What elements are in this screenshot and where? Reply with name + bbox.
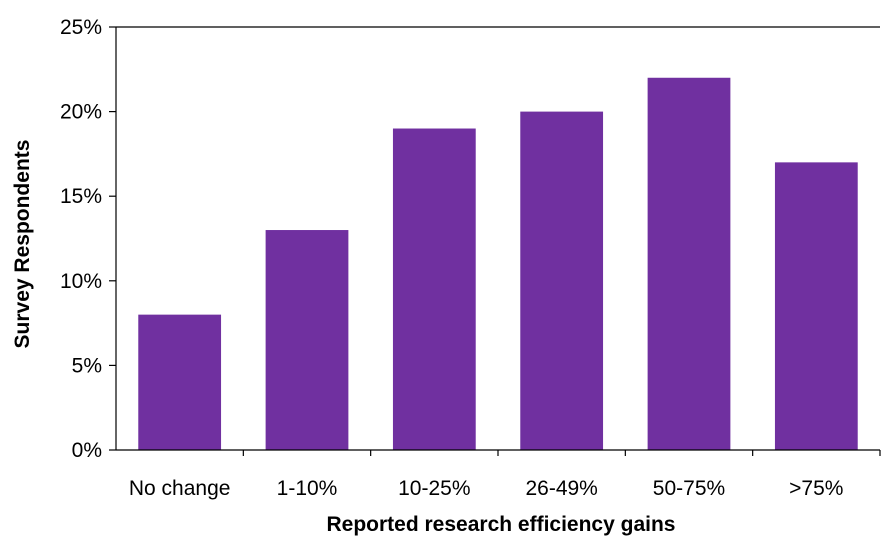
y-axis-title: Survey Respondents <box>11 140 34 349</box>
y-tick-labels: 0% 5% 10% 15% 20% 25% <box>60 16 102 462</box>
y-tick-label: 25% <box>60 16 102 39</box>
y-tick-label: 0% <box>72 439 102 462</box>
x-axis-title: Reported research efficiency gains <box>327 513 676 536</box>
y-tick-label: 20% <box>60 101 102 124</box>
x-tick-label: 26-49% <box>525 477 597 500</box>
bars-layer <box>138 77 858 451</box>
x-tick-label: >75% <box>789 477 843 500</box>
bar <box>392 128 476 450</box>
bar <box>138 314 222 450</box>
y-tick-label: 5% <box>72 354 102 377</box>
x-tick-label: No change <box>129 477 231 500</box>
x-tick-label: 10-25% <box>398 477 470 500</box>
bar <box>520 111 604 450</box>
x-tick-labels: No change 1-10% 10-25% 26-49% 50-75% >75% <box>129 477 844 500</box>
bar <box>265 230 349 450</box>
x-tick-label: 50-75% <box>653 477 725 500</box>
y-tick-label: 15% <box>60 185 102 208</box>
bar <box>774 162 858 451</box>
bar <box>647 77 731 450</box>
y-tick-label: 10% <box>60 270 102 293</box>
axes-layer <box>109 26 881 456</box>
x-tick-label: 1-10% <box>277 477 338 500</box>
